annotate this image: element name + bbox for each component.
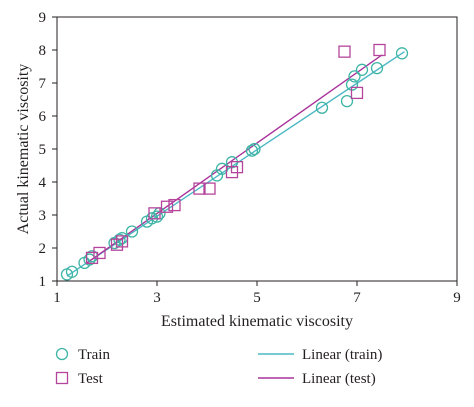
legend-label: Linear (train) — [302, 347, 382, 363]
legend-item-linear-train: Linear (train) — [258, 347, 382, 363]
y-tick-label: 9 — [39, 10, 47, 26]
legend-swatch-square — [55, 371, 69, 385]
test-point — [93, 246, 106, 260]
x-tick-label: 7 — [353, 290, 361, 306]
train-point — [65, 265, 79, 278]
train-point — [245, 144, 259, 157]
train-point — [355, 63, 369, 76]
legend-label: Train — [78, 347, 110, 363]
legend-swatch-circle — [55, 347, 69, 361]
y-tick-label: 1 — [39, 274, 47, 290]
y-tick-label: 4 — [39, 175, 47, 191]
train-point — [395, 47, 409, 60]
legend-item-linear-test: Linear (test) — [258, 371, 376, 387]
x-tick-label: 1 — [53, 290, 61, 306]
train-point — [370, 62, 384, 75]
trendline-test — [86, 54, 383, 264]
train-point — [215, 162, 229, 175]
test-point — [115, 235, 129, 248]
legend-label: Test — [78, 371, 104, 387]
train-point — [125, 225, 139, 238]
marker-layer — [60, 43, 409, 281]
y-tick-label: 7 — [39, 76, 47, 92]
test-point — [350, 86, 364, 100]
x-axis-title: Estimated kinematic viscosity — [161, 313, 353, 330]
train-point — [315, 101, 329, 114]
test-point — [168, 198, 181, 212]
tick-layer: 1 3 5 7 9 1 2 3 4 5 6 7 8 9 — [39, 10, 461, 306]
test-point — [338, 45, 351, 58]
test-point — [148, 207, 161, 220]
y-tick-label: 6 — [39, 109, 47, 125]
test-point — [373, 43, 386, 57]
train-point — [83, 253, 96, 266]
x-tick-label: 9 — [453, 290, 461, 306]
legend-label: Linear (test) — [302, 371, 376, 387]
test-point — [230, 160, 244, 174]
x-tick-label: 5 — [253, 290, 261, 306]
test-point — [160, 200, 174, 213]
y-tick-label: 5 — [39, 142, 47, 158]
train-point — [150, 210, 164, 223]
y-tick-label: 2 — [39, 241, 47, 257]
y-tick-label: 3 — [39, 208, 47, 224]
train-point — [248, 142, 261, 156]
legend: Train Test Linear (train) Linear (test) — [55, 347, 382, 387]
test-point — [193, 182, 206, 195]
x-tick-label: 3 — [153, 290, 161, 306]
y-tick-label: 8 — [39, 43, 47, 59]
legend-item-test: Test — [55, 371, 104, 387]
test-point — [203, 182, 216, 195]
train-point — [348, 70, 361, 83]
legend-item-train: Train — [55, 347, 110, 363]
y-axis-title: Actual kinematic viscosity — [15, 64, 32, 235]
train-point — [340, 95, 354, 108]
